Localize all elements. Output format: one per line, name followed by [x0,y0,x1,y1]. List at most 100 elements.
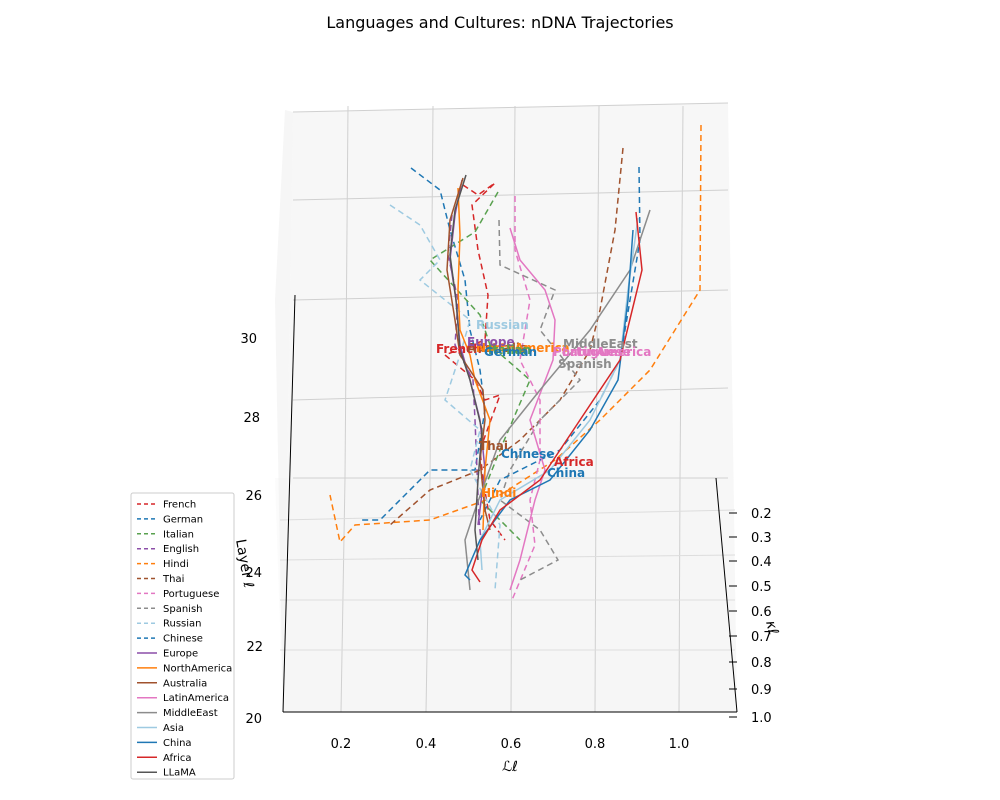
annotation-german: German [484,345,537,359]
legend-label: Hindi [163,559,189,570]
y-tick-label: 0.3 [751,531,772,546]
legend-label: Europe [163,649,198,660]
annotation-northamerica: NorthAmerica [476,341,570,355]
legend-label: Chinese [163,634,203,645]
z-tick-label: 24 [245,566,262,581]
series-line-latinamerica [509,227,556,591]
annotation-french: French [436,342,482,356]
annotation-europe: Europe [467,335,515,349]
series-line-asia [479,217,639,571]
y-tick-label: 0.8 [751,656,772,671]
x-tick-label: 0.4 [416,737,437,752]
x-tick-label: 1.0 [669,737,690,752]
legend-frame [130,492,235,780]
z-tick-label: 28 [243,411,260,426]
series-line-china [464,229,634,581]
annotation-australia: Australia [467,341,528,355]
legend-label: LLaMA [163,768,196,779]
grid-line-floor [279,509,736,521]
z-tick-label: 30 [240,332,257,347]
grid-line-x [344,105,349,479]
annotation-middleeast: MiddleEast [563,337,638,351]
grid-lines [279,102,736,713]
legend-label: Australia [163,678,207,689]
y-tick-label: 0.2 [751,507,772,522]
z-tick-label: 26 [245,489,262,504]
legend-label: LatinAmerica [163,693,229,704]
series-line-northamerica [457,187,491,531]
series-line-llama [449,174,483,561]
y-tick-label: 0.4 [751,555,772,570]
x-ticks: 0.2 0.4 0.6 0.8 1.0 [331,737,690,752]
legend-label: Thai [162,574,184,585]
annotation-china: China [547,466,585,480]
y-tick-label: 0.7 [751,630,772,645]
grid-line-x [511,105,516,479]
series-line-africa [471,211,643,583]
y-tick-label: 0.9 [751,683,772,698]
grid-line-floor [340,477,346,713]
series-line-portuguese [511,196,541,601]
grid-line-floor [594,477,597,713]
grid-line-floor [279,554,736,561]
annotation-russian: Russian [476,318,529,332]
grid-line-x [429,105,434,479]
z-ticks: 20 22 24 26 28 30 [240,332,263,727]
left-pane [275,110,293,712]
y-tick-label: 0.5 [751,580,772,595]
x-tick-label: 0.8 [585,737,606,752]
legend-label: China [163,738,192,749]
grid-line-z [292,387,729,401]
x-axis-label: ℒℓ [502,759,518,775]
x-tick-label: 0.2 [331,737,352,752]
grid-line-floor [510,477,513,713]
grid-line-z [292,102,729,113]
series-line-middleeast [464,209,651,591]
x-tick-label: 0.6 [501,737,522,752]
series-line-australia [446,177,491,531]
annotation-thai: Thai [479,439,508,453]
legend-label: German [163,514,203,525]
chart-title: Languages and Cultures: nDNA Trajectorie… [326,13,673,32]
y-tick-label: 0.6 [751,605,772,620]
legend-label: Asia [163,723,184,734]
grid-line-floor [678,477,681,713]
series-line-french [443,182,506,541]
legend-label: NorthAmerica [163,663,232,674]
series-group [329,124,702,601]
legend-label: Africa [163,753,192,764]
z-tick-label: 20 [245,712,262,727]
series-line-german [360,167,486,521]
floor-pane [275,478,737,712]
legend-label: Portuguese [163,589,219,600]
annotation-hindi: Hindi [481,486,516,500]
series-line-spanish [498,219,582,581]
legend-label: Italian [163,529,194,540]
axes-panes [275,103,737,712]
series-line-hindi [329,124,702,544]
y-axis-line [715,477,738,713]
back-pane [283,103,737,712]
annotation-chinese: Chinese [501,447,554,461]
annotation-latinamerica: LatinAmerica [562,345,651,359]
grid-line-z [292,289,729,301]
annotation-group: FrenchAustraliaNorthAmericaEuropeItalian… [436,318,651,500]
legend-label: MiddleEast [163,708,218,719]
annotation-africa: Africa [554,455,594,469]
annotation-italian: Italian [488,343,531,357]
z-axis-line [282,294,296,713]
z-axis-label: Layer ℓ [232,538,256,589]
legend: French German Italian English Hindi Thai Portu… [130,492,235,780]
legend-label: French [163,500,196,511]
y-tick-label: 1.0 [751,711,772,726]
legend-label: Spanish [163,604,203,615]
legend-label: English [163,544,199,555]
grid-line-z [292,189,729,201]
y-ticks: 0.2 0.3 0.4 0.5 0.6 0.7 0.8 0.9 1.0 [729,507,772,726]
z-tick-label: 22 [246,640,263,655]
annotation-portuguese: Portuguese [553,345,631,359]
annotation-spanish: Spanish [558,357,612,371]
grid-line-x [595,105,600,479]
grid-line-x [679,105,684,479]
